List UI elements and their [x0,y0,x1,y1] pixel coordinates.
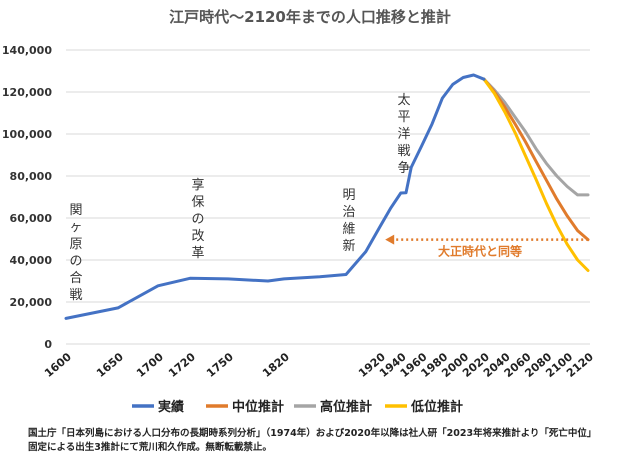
series-line [482,77,590,242]
legend: 実績 中位推計 高位推計 低位推計 [132,399,463,415]
series-line [482,77,590,197]
footnote: 国土庁「日本列島における人口分布の長期時系列分析」（1974年）および2020年… [28,428,597,453]
series-line [64,73,486,320]
x-tick-label: 1700 [134,350,166,380]
reference-line [385,234,588,245]
x-tick-label: 1750 [204,350,236,380]
chart-title: 江戸時代～2120年までの人口推移と推計 [169,8,451,26]
legend-label: 実績 [158,399,184,415]
y-tick-label: 0 [44,338,52,351]
annotation-vertical: 享保の改革 [191,177,204,261]
series-lines [64,73,590,320]
y-tick-label: 80,000 [10,170,53,183]
x-tick-label: 1600 [42,350,74,380]
x-axis: 1600 1650 1700 1720 1750 1820 1920194019601980… [42,350,596,380]
annotation-taisho: 大正時代と同等 [438,244,522,259]
annotation-vertical: 関ヶ原の合戦 [69,203,82,303]
annotation-vertical: 明治維新 [342,188,355,254]
y-tick-label: 140,000 [2,44,52,57]
x-tick-label: 1820 [260,350,292,380]
grid [66,49,590,345]
annotation-vertical: 太平洋戦争 [397,93,410,176]
y-tick-label: 60,000 [10,212,53,225]
y-tick-label: 120,000 [2,86,52,99]
x-tick-label: 1720 [166,350,198,380]
reference-arrow-head [385,234,395,245]
series-line [482,77,590,272]
chart-svg: 江戸時代～2120年までの人口推移と推計 0 20,000 40,000 60,000… [2,8,596,415]
legend-label: 高位推計 [320,399,372,415]
legend-label: 低位推計 [410,399,463,415]
x-tick-label: 1650 [94,350,126,380]
legend-label: 中位推計 [232,399,284,415]
y-tick-label: 40,000 [10,254,53,267]
y-tick-label: 100,000 [2,128,52,141]
y-tick-label: 20,000 [10,296,53,309]
y-axis: 0 20,000 40,000 60,000 80,000 100,000 120,000 1… [2,44,52,351]
